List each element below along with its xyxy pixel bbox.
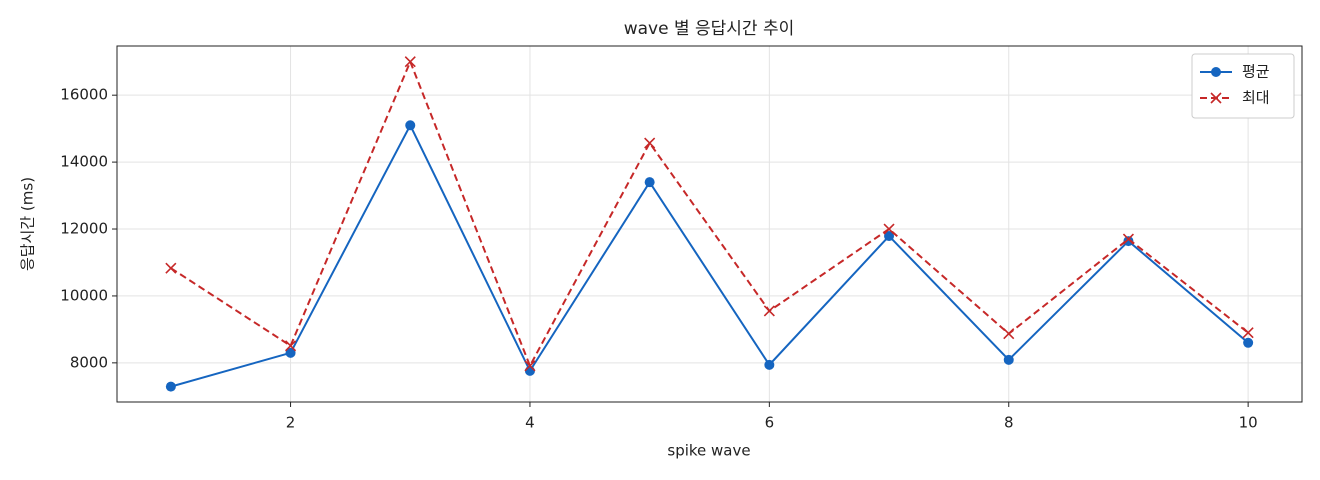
x-tick-label: 6 [765, 414, 775, 432]
point [165, 381, 176, 392]
y-axis-label: 응답시간 (ms) [19, 177, 37, 271]
x-tick-label: 8 [1004, 414, 1014, 432]
point [285, 347, 296, 358]
x-tick-label: 10 [1239, 414, 1258, 432]
series-line [170, 123, 1249, 388]
point [1243, 337, 1254, 348]
y-tick-label: 16000 [60, 86, 108, 104]
point [884, 231, 895, 242]
y-tick-label: 12000 [60, 220, 108, 238]
point [524, 360, 536, 372]
point [1122, 233, 1135, 245]
legend-label: 최대 [1242, 89, 1270, 107]
point [284, 340, 297, 352]
point [1242, 327, 1254, 339]
point [883, 223, 895, 235]
point [1003, 328, 1015, 340]
point [405, 120, 416, 131]
x-axis-label: spike wave [667, 442, 750, 460]
point [524, 365, 535, 376]
plot-frame [116, 45, 1303, 403]
legend-label: 평균 [1242, 63, 1270, 81]
chart-title: wave 별 응답시간 추이 [624, 19, 795, 39]
x-tick-label: 2 [286, 414, 296, 432]
series-line [170, 59, 1249, 369]
legend-marker [1211, 67, 1221, 77]
point [1003, 354, 1014, 365]
point [764, 359, 775, 370]
point [644, 177, 655, 188]
point [644, 137, 656, 149]
point [165, 262, 177, 274]
legend-marker [1210, 92, 1222, 104]
point [1123, 236, 1134, 247]
y-tick-label: 8000 [70, 353, 108, 371]
y-tick-label: 10000 [60, 286, 108, 304]
x-tick-label: 4 [525, 414, 535, 432]
point [404, 56, 416, 68]
y-tick-label: 14000 [60, 153, 108, 171]
point [763, 305, 775, 317]
